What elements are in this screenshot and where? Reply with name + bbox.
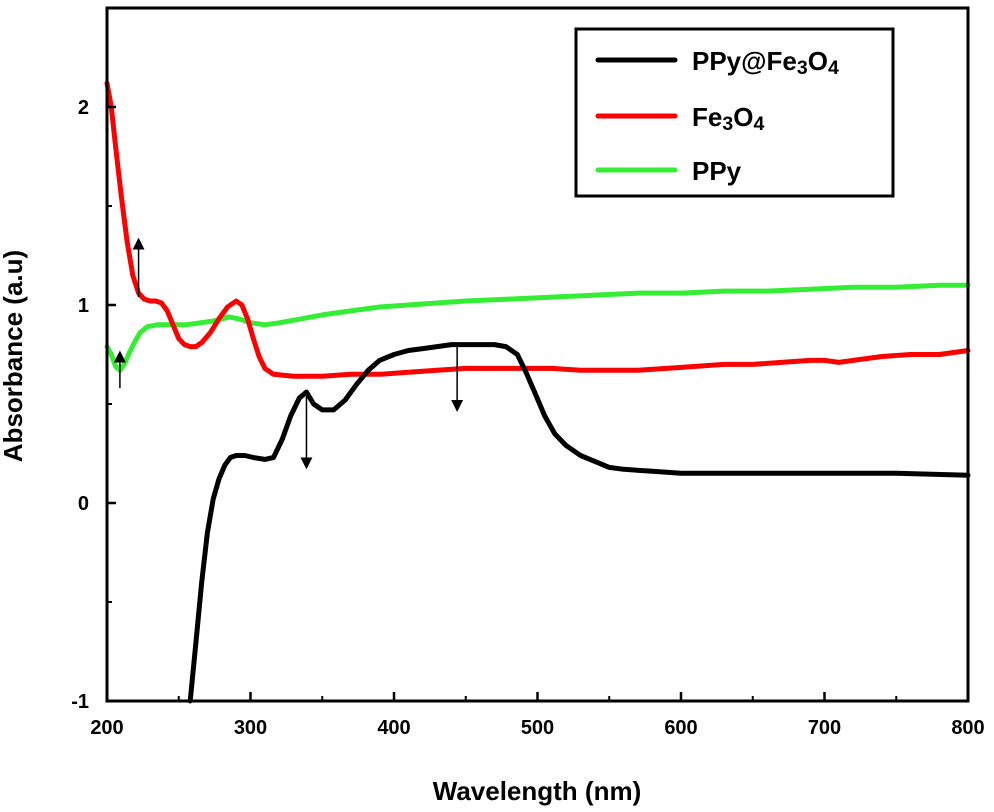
x-tick-label: 700 [808,717,841,739]
y-axis-title: Absorbance (a.u) [0,250,28,462]
series-line-ppy [104,282,971,373]
y-tick-label: 2 [78,97,89,119]
annotation-layer [113,237,464,470]
x-tick-label: 500 [521,717,554,739]
series-line-fe3o4 [104,80,971,379]
legend-label: Fe3O4 [692,102,764,135]
legend: PPy@Fe3O4 Fe3O4 PPy [574,27,895,198]
x-tick-label: 200 [90,717,123,739]
series-layer [104,80,971,704]
x-axis-title: Wavelength (nm) [433,776,641,806]
legend-label: PPy@Fe3O4 [692,46,839,79]
x-tick-label: 300 [234,717,267,739]
tick-layer: 200 300 400 500 600 700 800 -1 0 1 2 [71,97,984,739]
x-tick-label: 400 [377,717,410,739]
y-tick-label: -1 [71,691,89,713]
legend-label: PPy [692,156,742,186]
x-tick-label: 800 [951,717,984,739]
series-line-ppy-fe3o4 [187,342,971,704]
x-tick-label: 600 [664,717,697,739]
y-tick-label: 0 [78,493,89,515]
y-tick-label: 1 [78,295,89,317]
